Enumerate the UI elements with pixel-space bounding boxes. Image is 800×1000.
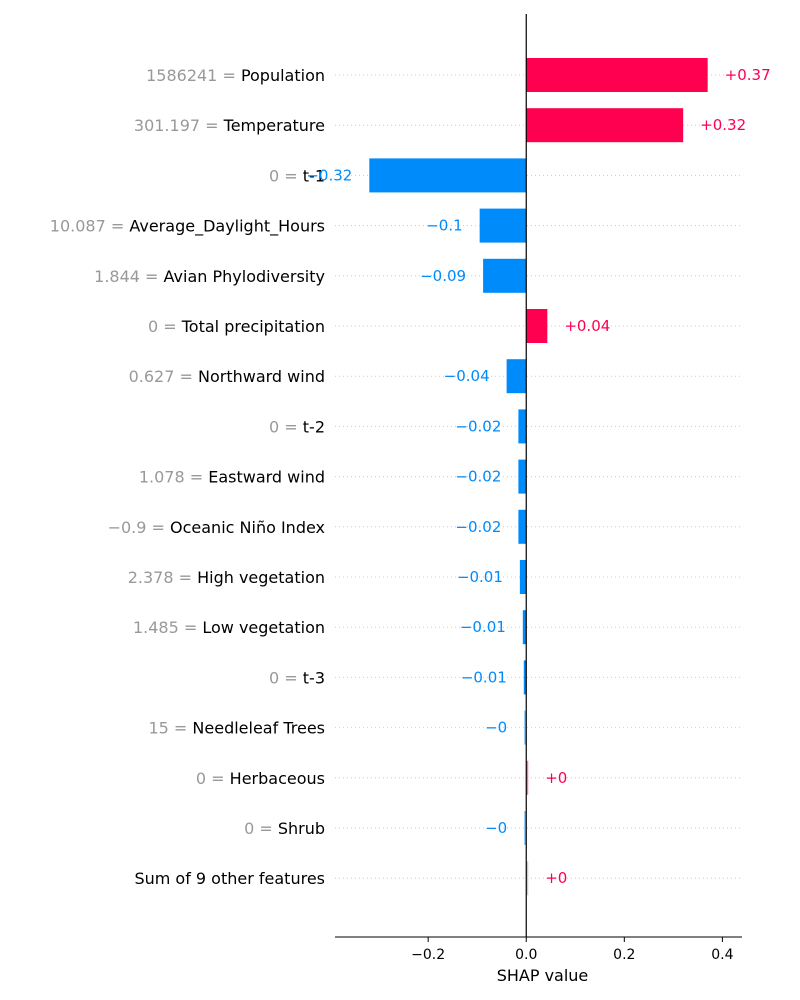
feature-value: 0 = — [148, 317, 182, 336]
feature-name: Total precipitation — [181, 317, 325, 336]
value-label: −0 — [485, 719, 507, 737]
feature-value: −0.9 = — [108, 518, 170, 537]
feature-value: 0 = — [244, 819, 278, 838]
bar — [519, 560, 527, 594]
feature-name: Needleleaf Trees — [192, 719, 325, 738]
feature-label: 1586241 = Population — [146, 66, 325, 85]
x-tick-label: −0.2 — [411, 947, 445, 963]
value-label: −0.02 — [455, 417, 501, 435]
value-label: −0 — [485, 819, 507, 837]
feature-name: Sum of 9 other features — [134, 869, 325, 888]
feature-label: 1.078 = Eastward wind — [139, 468, 325, 487]
bars — [369, 58, 708, 896]
x-tick-label: 0.4 — [711, 947, 733, 963]
value-label: −0.02 — [455, 518, 501, 536]
value-label: −0.01 — [461, 668, 507, 686]
feature-name: t-1 — [303, 166, 325, 185]
bar — [526, 861, 529, 896]
feature-label: Sum of 9 other features — [134, 869, 325, 888]
feature-label: 0 = t-1 — [269, 166, 325, 185]
feature-label: 0.627 = Northward wind — [129, 367, 325, 386]
feature-name: Avian Phylodiversity — [164, 267, 325, 286]
feature-label: 301.197 = Temperature — [134, 116, 325, 135]
feature-label: 1.485 = Low vegetation — [133, 618, 325, 637]
feature-label: 0 = Shrub — [244, 819, 325, 838]
feature-label: 1.844 = Avian Phylodiversity — [94, 267, 325, 286]
feature-name: Eastward wind — [208, 468, 325, 487]
feature-name: Population — [241, 66, 325, 85]
feature-value: 0 = — [269, 668, 303, 687]
value-label: −0.32 — [306, 166, 352, 184]
value-label: −0.02 — [455, 468, 501, 486]
feature-value: 0 = — [269, 166, 303, 185]
value-label: −0.01 — [460, 618, 506, 636]
feature-value: 1.078 = — [139, 468, 208, 487]
feature-name: Shrub — [278, 819, 325, 838]
x-axis-title: SHAP value — [497, 966, 589, 985]
value-label: −0.01 — [457, 568, 503, 586]
bar — [524, 710, 527, 745]
bar — [479, 208, 527, 243]
feature-label: 0 = Total precipitation — [148, 317, 325, 336]
value-label: +0.04 — [564, 317, 610, 335]
feature-name: High vegetation — [197, 568, 325, 587]
feature-name: Oceanic Niño Index — [170, 518, 325, 537]
value-label: +0.32 — [700, 116, 746, 134]
bar — [506, 359, 527, 394]
value-labels: +0.37 +0.32 −0.32 −0.1 −0.09 +0.04 −0.04 −0.02 −… — [306, 66, 770, 887]
row-labels: 1586241 = Population 301.197 = Temperatur… — [50, 66, 325, 888]
feature-value: 0 = — [196, 769, 230, 788]
value-label: +0.37 — [725, 66, 771, 84]
x-tick-label: 0.2 — [613, 947, 635, 963]
x-axis: −0.2 0.0 0.2 0.4 — [335, 936, 742, 963]
feature-name: t-2 — [303, 417, 325, 436]
feature-name: Herbaceous — [230, 769, 325, 788]
bar — [483, 258, 527, 293]
feature-label: −0.9 = Oceanic Niño Index — [108, 518, 325, 537]
feature-value: 1.844 = — [94, 267, 163, 286]
feature-label: 10.087 = Average_Daylight_Hours — [50, 217, 325, 237]
feature-name: Temperature — [223, 116, 325, 135]
feature-name: Low vegetation — [202, 618, 325, 637]
feature-value: 0 = — [269, 417, 303, 436]
bar — [518, 509, 527, 544]
feature-name: t-3 — [303, 668, 325, 687]
bar — [518, 409, 527, 444]
feature-value: 2.378 = — [128, 568, 197, 587]
bar — [526, 760, 529, 795]
bar — [518, 459, 527, 494]
feature-value: 15 = — [148, 719, 192, 738]
bar — [523, 660, 527, 695]
x-tick-label: 0.0 — [515, 947, 537, 963]
value-label: −0.1 — [426, 217, 462, 235]
bar — [369, 158, 527, 193]
feature-value: 10.087 = — [50, 217, 130, 236]
feature-label: 0 = Herbaceous — [196, 769, 325, 788]
feature-value: 1.485 = — [133, 618, 202, 637]
value-label: −0.04 — [444, 367, 490, 385]
feature-label: 0 = t-3 — [269, 668, 325, 687]
feature-name: Average_Daylight_Hours — [129, 217, 325, 237]
value-label: −0.09 — [420, 267, 466, 285]
grid-lines — [335, 74, 742, 879]
feature-label: 2.378 = High vegetation — [128, 568, 325, 587]
feature-label: 0 = t-2 — [269, 417, 325, 436]
bar — [526, 58, 708, 92]
bar — [526, 108, 684, 143]
bar — [522, 610, 527, 645]
bar — [524, 811, 527, 845]
feature-name: Northward wind — [198, 367, 325, 386]
feature-value: 301.197 = — [134, 116, 224, 135]
feature-value: 1586241 = — [146, 66, 241, 85]
bar — [526, 309, 548, 343]
feature-value: 0.627 = — [129, 367, 198, 386]
value-label: +0 — [545, 869, 567, 887]
value-label: +0 — [545, 769, 567, 787]
feature-label: 15 = Needleleaf Trees — [148, 719, 325, 738]
